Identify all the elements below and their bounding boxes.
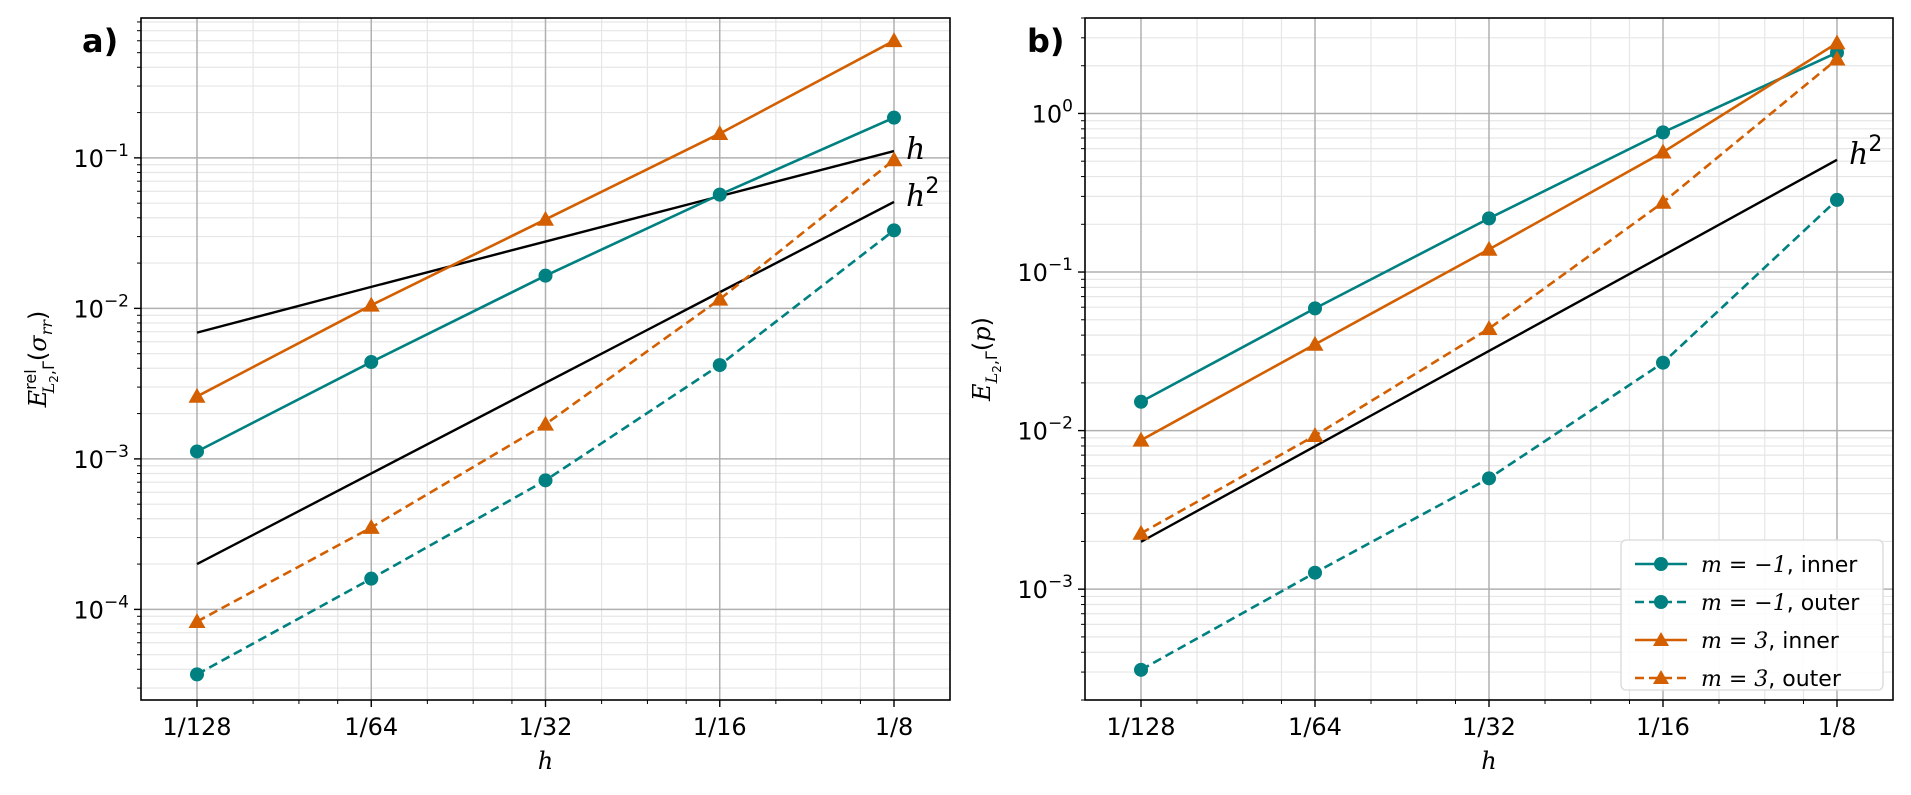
data-point xyxy=(188,387,206,403)
legend-item: m = −1, inner xyxy=(1635,553,1858,578)
data-point xyxy=(537,415,554,431)
data-point xyxy=(1482,471,1496,486)
data-point xyxy=(711,125,729,140)
legend-label: m = 3, inner xyxy=(1701,629,1840,654)
chart-panel-b: h2 1/128 1/64 1/32 1/16 1/8 10−3 10−2 10−1 100 h EL… xyxy=(968,17,1894,775)
x-axis-label: h xyxy=(1481,747,1496,775)
data-point xyxy=(364,571,379,586)
series-line xyxy=(1140,58,1838,535)
series-group xyxy=(1132,34,1846,677)
panel-label: b) xyxy=(1027,22,1065,60)
legend-box xyxy=(1620,539,1884,691)
data-point xyxy=(1654,143,1672,159)
y-tick-label: 10−2 xyxy=(73,291,129,323)
reference-line-h2 xyxy=(196,200,895,566)
series-0 xyxy=(190,110,901,459)
y-tick-label: 10−1 xyxy=(73,141,129,173)
chart-panel-a: h h2 1/128 1/64 1/32 1/16 1/8 10−4 10−3 10−2 10−1 h… xyxy=(21,17,951,775)
data-point xyxy=(1654,193,1672,209)
data-point xyxy=(1132,524,1150,540)
data-point xyxy=(190,444,204,459)
series-2 xyxy=(188,32,903,403)
data-point xyxy=(1306,335,1324,351)
reference-line-h2 xyxy=(1140,158,1838,543)
data-point xyxy=(538,268,553,283)
data-point xyxy=(1132,431,1150,447)
data-point xyxy=(1134,394,1148,409)
legend-label: m = 3, outer xyxy=(1701,667,1842,692)
data-point xyxy=(712,358,727,373)
data-point xyxy=(1308,301,1322,316)
data-point xyxy=(712,187,727,202)
x-tick-label: 1/16 xyxy=(693,713,747,741)
x-tick-label: 1/32 xyxy=(519,713,573,741)
series-1 xyxy=(190,223,901,682)
legend-item: m = −1, outer xyxy=(1635,591,1860,616)
legend: m = −1, inner m = −1, outer m = 3, inner m … xyxy=(1620,539,1884,692)
y-axis-label: ErelL2,Γ(σrr) xyxy=(21,311,61,409)
data-point xyxy=(1308,565,1322,580)
legend-item: m = 3, inner xyxy=(1635,629,1840,654)
data-point xyxy=(1828,50,1846,66)
x-tick-label: 1/64 xyxy=(1288,713,1342,741)
data-point xyxy=(887,110,901,125)
y-tick-label: 10−2 xyxy=(1017,414,1073,446)
y-tick-label: 10−3 xyxy=(1017,572,1073,604)
x-tick-label: 1/16 xyxy=(1636,713,1690,741)
data-point xyxy=(362,296,380,312)
data-point xyxy=(362,519,380,534)
data-point xyxy=(190,667,204,682)
series-2 xyxy=(1132,34,1846,447)
data-point xyxy=(364,355,379,370)
data-point xyxy=(887,223,901,238)
data-point xyxy=(1480,240,1498,256)
reference-line-h xyxy=(196,149,895,334)
data-point xyxy=(1656,355,1670,370)
legend-marker xyxy=(1654,557,1668,571)
x-tick-label: 1/128 xyxy=(162,713,231,741)
y-tick-label: 10−4 xyxy=(73,592,129,624)
reference-line-label: h xyxy=(906,132,925,167)
data-point xyxy=(1828,34,1846,50)
reference-line-label: h2 xyxy=(906,174,939,214)
data-point xyxy=(1306,427,1324,442)
data-point xyxy=(711,290,729,306)
legend-marker xyxy=(1653,632,1669,646)
data-point xyxy=(1134,662,1148,677)
data-point xyxy=(538,473,553,488)
x-axis-label: h xyxy=(538,747,553,775)
y-tick-label: 10−3 xyxy=(73,442,129,474)
legend-label: m = −1, inner xyxy=(1701,553,1858,578)
series-3 xyxy=(188,151,903,628)
data-point xyxy=(885,151,903,167)
x-tick-label: 1/8 xyxy=(875,713,914,741)
series-1 xyxy=(1134,192,1844,677)
x-tick-label: 1/8 xyxy=(1818,713,1857,741)
reference-lines xyxy=(196,149,895,566)
reference-line-label: h2 xyxy=(1849,132,1882,172)
reference-lines xyxy=(1140,158,1838,543)
y-tick-label: 10−1 xyxy=(1017,255,1073,287)
panel-label: a) xyxy=(82,22,118,60)
grid xyxy=(141,18,950,700)
data-point xyxy=(1830,192,1844,207)
data-point xyxy=(188,613,206,628)
series-3 xyxy=(1132,50,1846,540)
data-point xyxy=(537,210,554,226)
series-group xyxy=(188,32,903,682)
x-tick-label: 1/64 xyxy=(344,713,398,741)
y-axis-label: EL2,Γ(p) xyxy=(968,317,1004,402)
legend-marker xyxy=(1653,670,1669,684)
data-point xyxy=(1480,320,1498,335)
legend-label: m = −1, outer xyxy=(1701,591,1860,616)
x-tick-label: 1/128 xyxy=(1106,713,1175,741)
data-point xyxy=(1482,211,1496,226)
x-tick-label: 1/32 xyxy=(1462,713,1516,741)
data-point xyxy=(1656,125,1670,140)
legend-item: m = 3, outer xyxy=(1635,667,1842,692)
legend-marker xyxy=(1654,595,1668,609)
y-tick-label: 100 xyxy=(1032,96,1073,128)
data-point xyxy=(885,32,903,48)
